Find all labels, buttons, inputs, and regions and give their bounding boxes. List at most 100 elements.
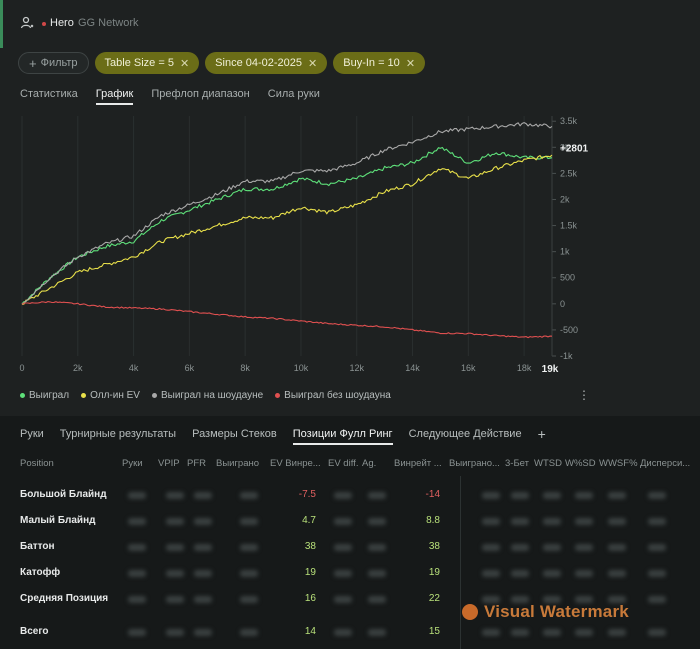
legend-item-showdown[interactable]: Выиграл на шоудауне (151, 390, 263, 401)
column-header-aggression[interactable]: Ag. (362, 458, 377, 469)
column-header-won[interactable]: Выиграно (216, 458, 260, 469)
blurred-value (482, 544, 500, 551)
legend-item-allin-ev[interactable]: Олл-ин EV (81, 390, 140, 401)
column-header-pfr[interactable]: PFR (187, 458, 206, 469)
x-tick-label: 8k (240, 363, 250, 373)
blurred-value (334, 570, 352, 577)
blurred-value (575, 570, 593, 577)
column-header-wsd[interactable]: W%SD (565, 458, 596, 469)
x-tick-label: 0 (19, 363, 24, 373)
player-name[interactable]: Hero (50, 17, 74, 29)
y-tick-label: 2.5k (560, 168, 578, 178)
column-header-variance[interactable]: Дисперси... (640, 458, 691, 469)
y-tick-label: 500 (560, 273, 575, 283)
blurred-value (368, 492, 386, 499)
blurred-value (648, 629, 666, 636)
chart-legend: Выиграл Олл-ин EV Выиграл на шоудауне Вы… (20, 390, 391, 401)
y-tick-label: 1.5k (560, 221, 578, 231)
filter-chip-label: Table Size = 5 (104, 57, 174, 69)
filter-chip-buy-in[interactable]: Buy-In = 10 ✕ (333, 52, 426, 74)
series-line-2[interactable] (21, 121, 553, 305)
blurred-value (128, 518, 146, 525)
profit-chart[interactable]: 3.5k 3k 2.5k 2k 1.5k 1k 500 0 -500 -1k +2801 0 2k 4k… (0, 108, 700, 383)
ev-winrate-value: -7.5 (298, 489, 316, 500)
row-position-label: Катофф (20, 567, 61, 578)
blurred-value (334, 518, 352, 525)
tab-stack-sizes[interactable]: Размеры Стеков (192, 428, 277, 440)
column-header-3bet[interactable]: 3-Бет (505, 458, 530, 469)
x-tick-label: 12k (349, 363, 364, 373)
y-tick-label: 3k (560, 142, 570, 152)
column-header-ev-winrate[interactable]: EV Винре... (270, 458, 321, 469)
y-tick-label: 3.5k (560, 116, 578, 126)
tab-hand-strength[interactable]: Сила руки (267, 88, 320, 100)
tab-hands[interactable]: Руки (20, 428, 44, 440)
x-tick-label: 2k (73, 363, 83, 373)
blurred-value (334, 596, 352, 603)
add-tab-icon[interactable]: + (537, 426, 546, 442)
blurred-value (482, 629, 500, 636)
blurred-value (608, 596, 626, 603)
ev-winrate-value: 16 (304, 593, 316, 604)
filter-chip-since[interactable]: Since 04-02-2025 ✕ (205, 52, 328, 74)
legend-item-non-showdown[interactable]: Выиграл без шоудауна (275, 390, 391, 401)
column-header-won-2[interactable]: Выиграно... (449, 458, 500, 469)
y-tick-label: 2k (560, 194, 570, 204)
tab-graph[interactable]: График (95, 88, 134, 105)
column-header-wwsf[interactable]: WWSF% (599, 458, 638, 469)
legend-label: Олл-ин EV (90, 390, 140, 401)
x-tick-label: 4k (129, 363, 139, 373)
series-line-3[interactable] (21, 301, 553, 339)
add-filter-button[interactable]: + Фильтр (18, 52, 89, 74)
tab-tournament-results[interactable]: Турнирные результаты (59, 428, 177, 440)
filter-chip-label: Buy-In = 10 (343, 57, 400, 69)
blurred-value (166, 570, 184, 577)
tab-statistics[interactable]: Статистика (20, 88, 78, 100)
blurred-value (240, 570, 258, 577)
ev-winrate-value: 4.7 (302, 515, 316, 526)
close-icon[interactable]: ✕ (405, 57, 416, 70)
user-icon[interactable] (20, 16, 34, 30)
column-header-winrate[interactable]: Винрейт ... (394, 458, 442, 469)
close-icon[interactable]: ✕ (179, 57, 190, 70)
close-icon[interactable]: ✕ (308, 57, 318, 70)
column-divider (460, 476, 461, 649)
blurred-value (543, 518, 561, 525)
column-header-hands[interactable]: Руки (122, 458, 143, 469)
more-options-icon[interactable]: ⋮ (578, 388, 590, 402)
blurred-value (240, 492, 258, 499)
tab-preflop-range[interactable]: Префлоп диапазон (151, 88, 250, 100)
blurred-value (368, 544, 386, 551)
blurred-value (482, 492, 500, 499)
tab-full-ring-positions[interactable]: Позиции Фулл Ринг (292, 428, 393, 445)
series-line-1[interactable] (21, 154, 553, 306)
y-tick-label: -1k (560, 351, 573, 361)
report-panel (0, 416, 700, 649)
column-header-vpip[interactable]: VPIP (158, 458, 180, 469)
winrate-value: 8.8 (426, 515, 440, 526)
x-tick-label: 14k (405, 363, 420, 373)
blurred-value (543, 544, 561, 551)
x-tick-label: 6k (185, 363, 195, 373)
blurred-value (648, 570, 666, 577)
filter-bar: + Фильтр Table Size = 5 ✕ Since 04-02-202… (18, 52, 426, 74)
tab-next-action[interactable]: Следующее Действие (408, 428, 522, 440)
blurred-value (482, 596, 500, 603)
top-bar: Hero GG Network (0, 0, 700, 48)
column-header-position[interactable]: Position (20, 458, 54, 469)
blurred-value (368, 570, 386, 577)
series-line-0[interactable] (21, 146, 553, 305)
blurred-value (194, 570, 212, 577)
end-value-label: +2801 (560, 144, 589, 155)
blurred-value (575, 492, 593, 499)
y-tick-label: 1k (560, 247, 570, 257)
legend-item-won[interactable]: Выиграл (20, 390, 69, 401)
blurred-value (240, 596, 258, 603)
blurred-value (511, 544, 529, 551)
filter-chip-table-size[interactable]: Table Size = 5 ✕ (94, 52, 200, 74)
row-position-label: Баттон (20, 541, 55, 552)
blurred-value (128, 492, 146, 499)
column-header-ev-diff[interactable]: EV diff. (328, 458, 359, 469)
column-header-wtsd[interactable]: WTSD (534, 458, 562, 469)
blurred-value (511, 629, 529, 636)
